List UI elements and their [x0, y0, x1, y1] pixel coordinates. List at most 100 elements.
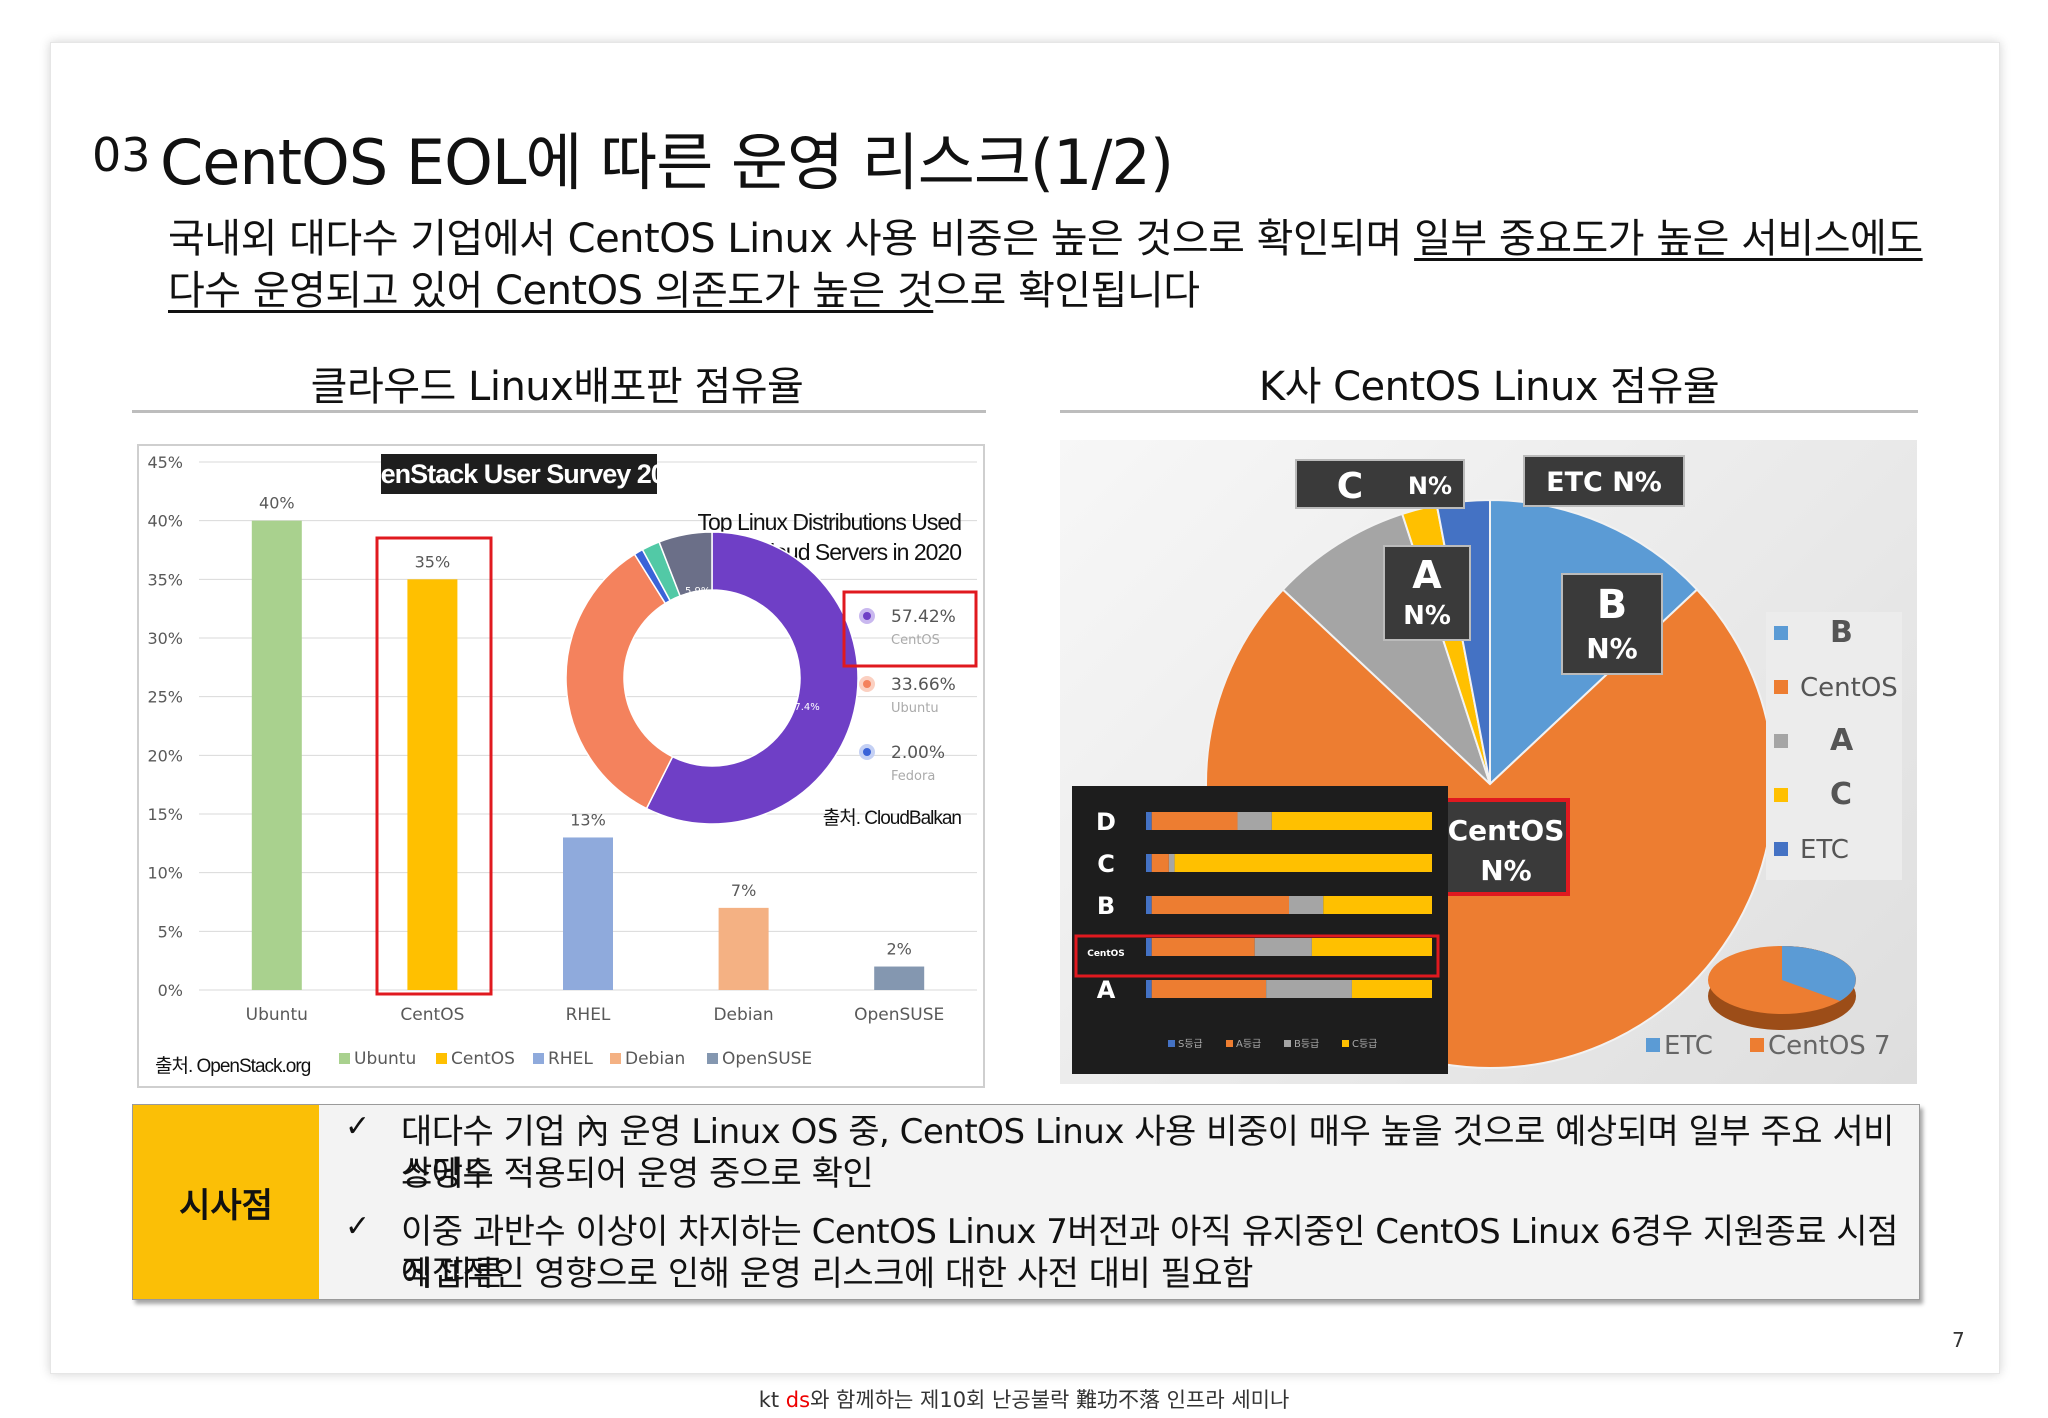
inset-legend-fedora-name: Fedora: [891, 769, 935, 784]
callout-b-letter: B: [1597, 582, 1628, 628]
legend-swatch: [533, 1053, 544, 1064]
x-tick-label: RHEL: [566, 1005, 611, 1025]
inset-donut: [565, 531, 859, 825]
grade-legend-label: B등급: [1294, 1038, 1319, 1050]
callout-centos-value: N%: [1480, 854, 1532, 887]
grade-segment: [1146, 896, 1152, 914]
legend-label: Ubuntu: [354, 1049, 416, 1069]
grade-segment: [1266, 980, 1352, 998]
grade-row-label: D: [1096, 808, 1116, 836]
implication-item-2-line1: 이중 과반수 이상이 차지하는 CentOS Linux 7버전과 아직 유지중…: [401, 1212, 1898, 1294]
centos-row-highlight: [1074, 934, 1440, 978]
inset-title-line1: Top Linux Distributions Used: [698, 509, 962, 535]
y-tick-label: 5%: [158, 922, 183, 941]
bar-value-label: 13%: [570, 810, 606, 829]
y-tick-label: 10%: [147, 864, 183, 883]
bar-centos: [407, 579, 458, 990]
left-section-title: 클라우드 Linux배포판 점유율: [310, 364, 804, 410]
donut-label-ubuntu: 33.7%: [667, 686, 699, 697]
y-tick-label: 20%: [147, 746, 183, 765]
centos-inset-highlight: [842, 590, 978, 668]
grade-row-label: B: [1097, 892, 1115, 920]
y-tick-label: 30%: [147, 629, 183, 648]
y-tick-label: 15%: [147, 805, 183, 824]
pie-legend-bg: [1766, 612, 1902, 880]
subtitle-underlined: 일부 중요도가 높은 서비스에도: [1414, 216, 1923, 262]
legend-label: Debian: [625, 1049, 685, 1069]
bar-x-labels: Ubuntu CentOS RHEL Debian OpenSUSE: [246, 1005, 945, 1025]
bar-y-ticks: 0% 5% 10% 15% 20% 25% 30% 35% 40% 45%: [147, 453, 183, 1000]
legend-label: CentOS: [451, 1049, 515, 1069]
grade-segment: [1151, 980, 1267, 998]
legend-label: OpenSUSE: [722, 1049, 812, 1069]
donut-label-centos: 57.4%: [788, 702, 820, 713]
donut-slice-ubuntu: [565, 553, 674, 810]
pie-legend-label: A: [1830, 723, 1854, 758]
subtitle-line-1: 국내외 대다수 기업에서 CentOS Linux 사용 비중은 높은 것으로 …: [168, 206, 1923, 264]
donut-slice-centos: [645, 531, 859, 825]
pie-legend-label: C: [1830, 777, 1852, 812]
footer-prefix: kt: [758, 1388, 786, 1412]
grade-row-label: C: [1097, 850, 1115, 878]
grade-row-label: CentOS: [1087, 949, 1125, 959]
y-tick-label: 25%: [147, 688, 183, 707]
footer: kt ds와 함께하는 제10회 난공불락 難功不落 인프라 세미나: [0, 1384, 2048, 1414]
grade-segment: [1174, 854, 1432, 872]
grade-row-label: A: [1097, 976, 1116, 1004]
small-legend-etc: ETC: [1664, 1031, 1713, 1061]
y-tick-label: 40%: [147, 512, 183, 531]
chart-source: 출처. OpenStack.org: [155, 1055, 311, 1077]
subtitle-line-2: 다수 운영되고 있어 CentOS 의존도가 높은 것으로 확인됩니다: [168, 258, 1200, 316]
pie-legend-swatch: [1774, 734, 1788, 748]
legend-swatch: [610, 1053, 621, 1064]
grade-segment: [1151, 938, 1255, 956]
survey-banner-bg: [381, 454, 657, 494]
footer-brand: ds: [785, 1388, 811, 1412]
implication-item-1-line2: 상당수 적용되어 운영 중으로 확인: [401, 1154, 874, 1194]
pie-legend-label: CentOS: [1800, 673, 1898, 703]
grade-inset-bg: [1072, 786, 1448, 1074]
grade-segment: [1254, 938, 1312, 956]
bar-opensuse: [874, 966, 925, 990]
kcompany-chart-svg: C N% ETC N% A N% B N% CentOS N% B CentOS A…: [1072, 455, 1902, 1074]
subtitle-underlined-2: 다수 운영되고 있어 CentOS 의존도가 높은 것: [168, 268, 934, 314]
inset-legend-centos-value: 57.42%: [891, 607, 956, 627]
subtitle-plain: 국내외 대다수 기업에서 CentOS Linux 사용 비중은 높은 것으로 …: [168, 216, 1415, 262]
x-tick-label: Ubuntu: [246, 1005, 308, 1025]
page-number: 7: [1952, 1328, 1965, 1352]
grade-segment: [1271, 812, 1432, 830]
inset-legend-fedora-value: 2.00%: [891, 743, 945, 763]
section-number: 03: [92, 128, 151, 182]
grade-segment: [1351, 980, 1432, 998]
callout-c-value: N%: [1408, 472, 1452, 500]
grade-segment: [1146, 938, 1152, 956]
survey-banner: OpenStack User Survey 2021: [345, 459, 694, 489]
grade-segment: [1311, 938, 1432, 956]
small-pie-etc: [1782, 946, 1856, 1001]
grade-segment: [1146, 980, 1152, 998]
legend-dot-ubuntu-core: [863, 680, 871, 688]
left-section-divider: [132, 410, 986, 413]
grade-segment: [1237, 812, 1272, 830]
implication-item-1-line1: 대다수 기업 內 운영 Linux OS 중, CentOS Linux 사용 …: [401, 1112, 1894, 1194]
callout-a-letter: A: [1412, 553, 1442, 597]
grade-legend-swatch: [1168, 1040, 1175, 1047]
callout-c-letter: C: [1337, 466, 1363, 507]
bar-value-label: 2%: [887, 940, 912, 959]
bar-value-label: 7%: [731, 881, 756, 900]
bar-debian: [718, 907, 769, 990]
pie-legend-swatch: [1774, 788, 1788, 802]
grade-segment: [1146, 854, 1152, 872]
callout-etc: ETC N%: [1546, 467, 1662, 498]
callout-a-value: N%: [1403, 601, 1451, 631]
bars: [251, 520, 925, 990]
check-icon: ✓: [345, 1209, 371, 1244]
callout-c-box: [1295, 459, 1465, 509]
callout-etc-box: [1523, 455, 1685, 507]
bar-value-label: 40%: [259, 494, 295, 513]
y-tick-label: 45%: [147, 453, 183, 472]
grade-segment: [1151, 896, 1289, 914]
small-legend-etc-swatch: [1646, 1038, 1660, 1052]
inset-legend-centos-name: CentOS: [891, 633, 940, 648]
inset-source: 출처. CloudBalkan: [823, 807, 962, 829]
